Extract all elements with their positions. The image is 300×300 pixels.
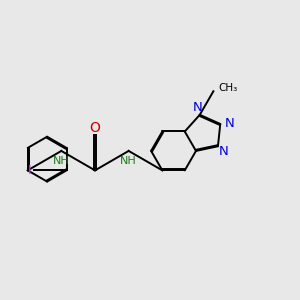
Text: N: N [224, 117, 234, 130]
Text: CH₃: CH₃ [218, 82, 237, 93]
Text: N: N [218, 145, 228, 158]
Text: O: O [90, 121, 101, 135]
Text: I: I [28, 164, 32, 177]
Text: NH: NH [53, 156, 70, 166]
Text: NH: NH [120, 156, 137, 166]
Text: N: N [193, 101, 202, 115]
